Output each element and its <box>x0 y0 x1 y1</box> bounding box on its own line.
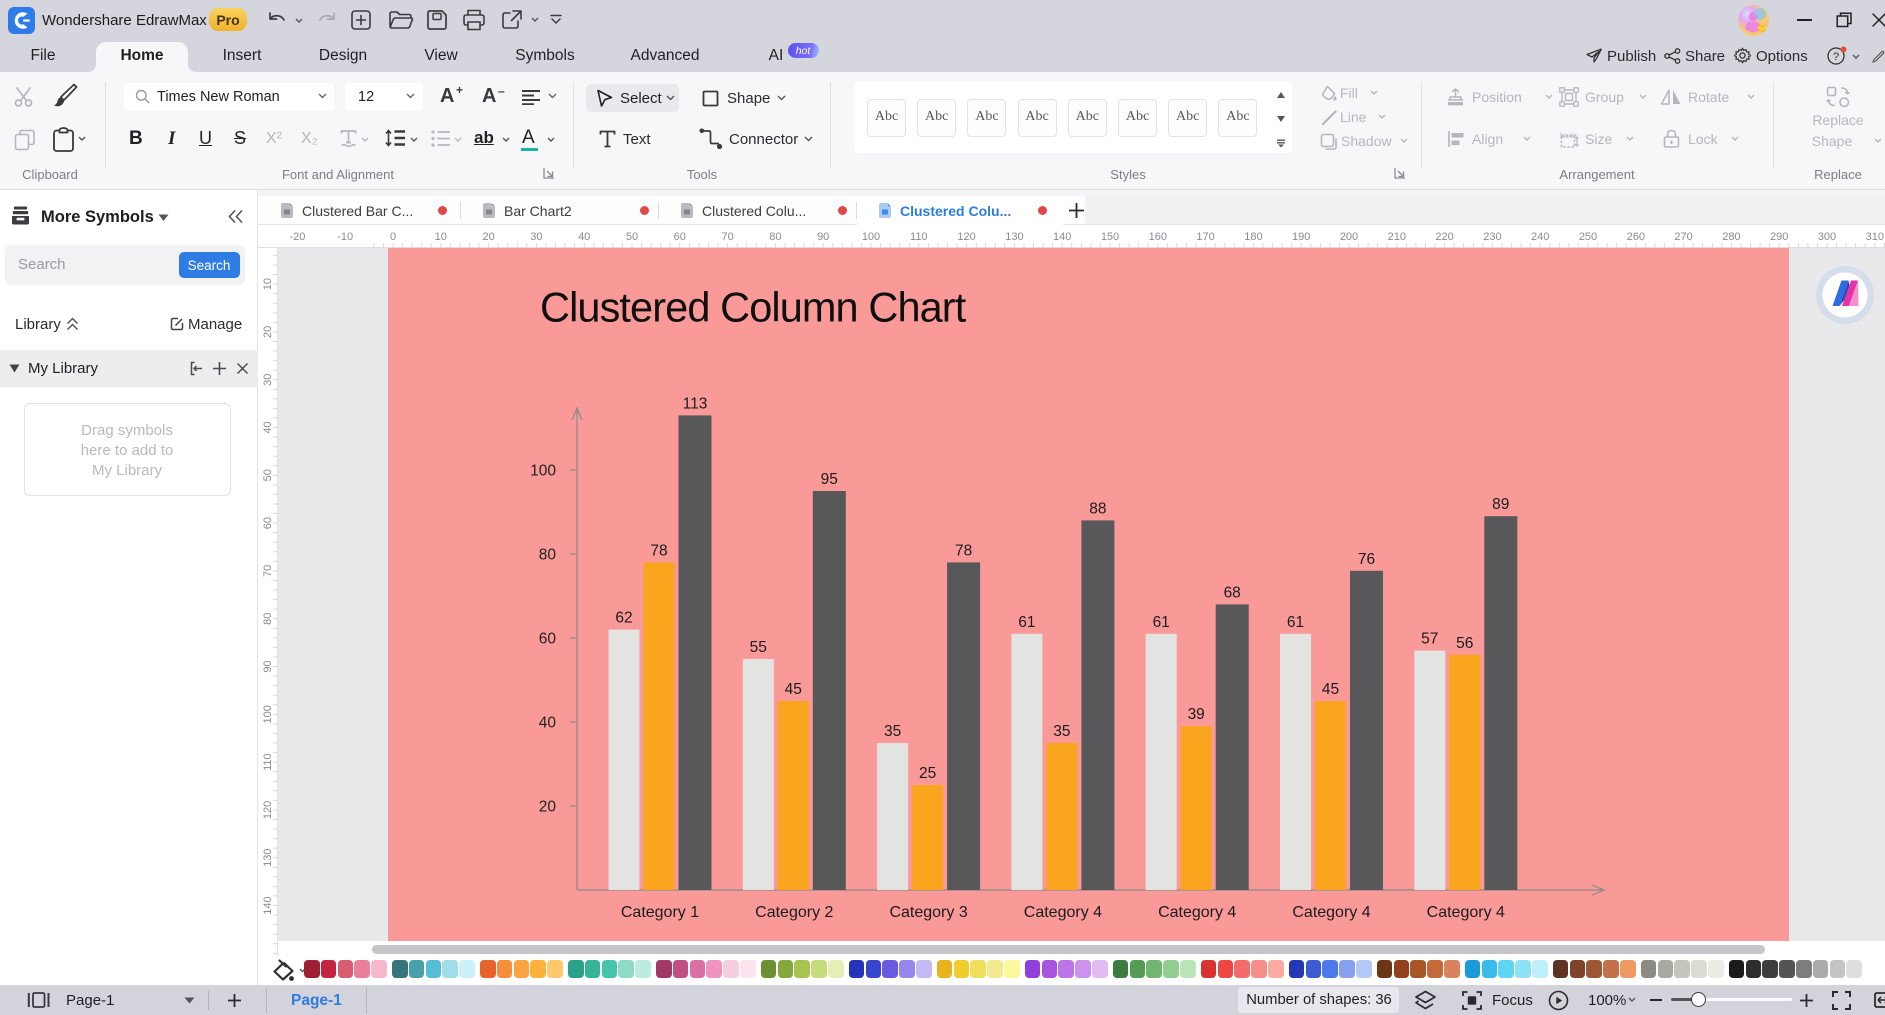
svg-text:190: 190 <box>1292 231 1310 243</box>
svg-text:220: 220 <box>1435 231 1453 243</box>
svg-text:130: 130 <box>1005 231 1023 243</box>
svg-text:61: 61 <box>1287 614 1304 631</box>
svg-text:78: 78 <box>955 542 972 559</box>
svg-text:150: 150 <box>1101 231 1119 243</box>
svg-text:Category 4: Category 4 <box>1158 904 1236 921</box>
svg-text:140: 140 <box>262 896 274 914</box>
svg-text:100: 100 <box>262 705 274 723</box>
svg-text:56: 56 <box>1456 635 1473 652</box>
svg-text:180: 180 <box>1244 231 1262 243</box>
svg-text:39: 39 <box>1188 706 1205 723</box>
svg-text:290: 290 <box>1770 231 1788 243</box>
svg-text:260: 260 <box>1627 231 1645 243</box>
svg-text:100: 100 <box>862 231 880 243</box>
svg-text:30: 30 <box>262 374 274 386</box>
svg-text:60: 60 <box>539 631 557 648</box>
svg-text:90: 90 <box>262 660 274 672</box>
svg-text:Category 4: Category 4 <box>1024 904 1102 921</box>
svg-text:bicde: bicde <box>1560 133 1577 140</box>
svg-text:30: 30 <box>530 231 542 243</box>
svg-text:40: 40 <box>262 421 274 433</box>
svg-text:10: 10 <box>262 278 274 290</box>
svg-text:45: 45 <box>785 681 802 698</box>
svg-text:310: 310 <box>1866 231 1884 243</box>
svg-text:240: 240 <box>1531 231 1549 243</box>
svg-text:25: 25 <box>919 765 936 782</box>
svg-text:-20: -20 <box>289 231 305 243</box>
svg-text:62: 62 <box>615 610 632 627</box>
svg-text:20: 20 <box>539 799 557 816</box>
svg-text:Clustered Column Chart: Clustered Column Chart <box>540 284 967 331</box>
svg-text:50: 50 <box>626 231 638 243</box>
svg-text:78: 78 <box>650 542 667 559</box>
svg-text:130: 130 <box>262 849 274 867</box>
svg-text:80: 80 <box>769 231 781 243</box>
svg-text:40: 40 <box>539 715 557 732</box>
svg-text:55: 55 <box>750 639 767 656</box>
svg-text:-10: -10 <box>337 231 353 243</box>
svg-text:40: 40 <box>578 231 590 243</box>
svg-text:10: 10 <box>435 231 447 243</box>
svg-text:50: 50 <box>262 469 274 481</box>
svg-text:0: 0 <box>390 231 396 243</box>
svg-text:140: 140 <box>1053 231 1071 243</box>
svg-text:60: 60 <box>262 517 274 529</box>
svg-text:70: 70 <box>262 565 274 577</box>
svg-text:300: 300 <box>1818 231 1836 243</box>
svg-text:68: 68 <box>1224 584 1241 601</box>
svg-text:76: 76 <box>1358 551 1375 568</box>
svg-text:170: 170 <box>1196 231 1214 243</box>
svg-text:35: 35 <box>884 723 901 740</box>
svg-text:Category 1: Category 1 <box>621 904 699 921</box>
svg-text:100: 100 <box>530 463 556 480</box>
svg-text:120: 120 <box>262 801 274 819</box>
svg-text:Category 4: Category 4 <box>1292 904 1370 921</box>
svg-text:90: 90 <box>817 231 829 243</box>
svg-text:160: 160 <box>1149 231 1167 243</box>
svg-text:120: 120 <box>957 231 975 243</box>
svg-text:?: ? <box>1833 51 1839 63</box>
svg-text:95: 95 <box>821 471 838 488</box>
svg-text:110: 110 <box>910 231 928 243</box>
svg-text:Category 4: Category 4 <box>1427 904 1505 921</box>
svg-text:20: 20 <box>262 326 274 338</box>
svg-text:210: 210 <box>1388 231 1406 243</box>
svg-text:70: 70 <box>721 231 733 243</box>
svg-text:80: 80 <box>262 613 274 625</box>
svg-text:110: 110 <box>262 753 274 771</box>
svg-text:88: 88 <box>1089 500 1106 517</box>
svg-text:20: 20 <box>482 231 494 243</box>
svg-text:280: 280 <box>1722 231 1740 243</box>
svg-text:Category 2: Category 2 <box>755 904 833 921</box>
svg-text:61: 61 <box>1018 614 1035 631</box>
svg-text:61: 61 <box>1153 614 1170 631</box>
svg-text:45: 45 <box>1322 681 1339 698</box>
svg-text:230: 230 <box>1483 231 1501 243</box>
svg-text:200: 200 <box>1340 231 1358 243</box>
svg-text:270: 270 <box>1674 231 1692 243</box>
svg-text:250: 250 <box>1579 231 1597 243</box>
svg-text:80: 80 <box>539 547 557 564</box>
svg-text:60: 60 <box>674 231 686 243</box>
svg-text:89: 89 <box>1492 496 1509 513</box>
svg-text:Category 3: Category 3 <box>889 904 967 921</box>
svg-text:35: 35 <box>1053 723 1070 740</box>
svg-text:113: 113 <box>683 395 708 412</box>
svg-text:57: 57 <box>1421 631 1438 648</box>
